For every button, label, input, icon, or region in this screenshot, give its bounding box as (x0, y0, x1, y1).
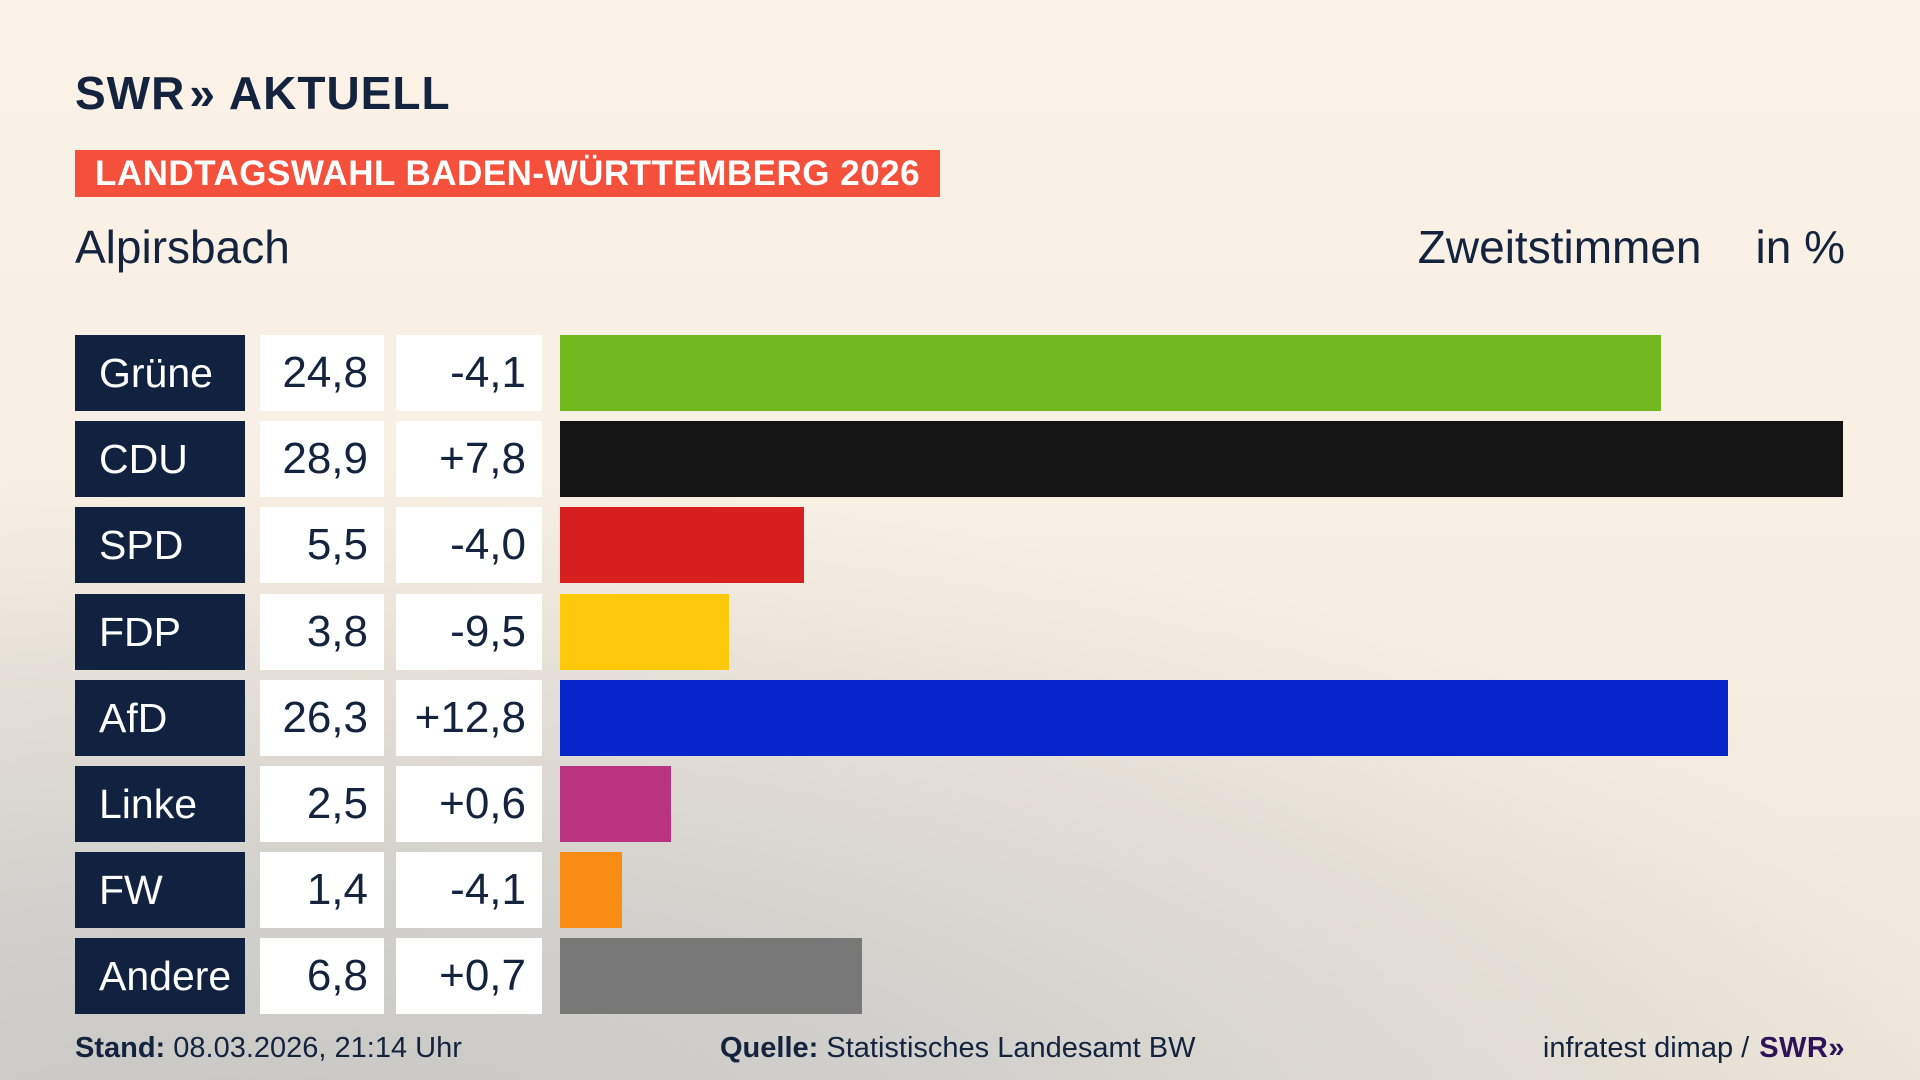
party-row-spd: SPD 5,5 -4,0 (0, 507, 1920, 583)
source-label: Quelle: (720, 1032, 819, 1064)
party-label: FDP (75, 594, 245, 670)
party-row-grne: Grüne 24,8 -4,1 (0, 335, 1920, 411)
result-bar (560, 507, 804, 583)
party-row-fdp: FDP 3,8 -9,5 (0, 594, 1920, 670)
party-diff: -4,1 (396, 335, 542, 411)
data-source: Quelle: Statistisches Landesamt BW (720, 1032, 1195, 1065)
party-row-andere: Andere 6,8 +0,7 (0, 938, 1920, 1014)
party-diff: +0,6 (396, 766, 542, 842)
party-diff: -9,5 (396, 594, 542, 670)
logo-swr-text: SWR (75, 67, 186, 119)
election-badge: LANDTAGSWAHL BADEN-WÜRTTEMBERG 2026 (75, 150, 941, 197)
party-diff: +12,8 (396, 680, 542, 756)
stand-timestamp: Stand: 08.03.2026, 21:14 Uhr (75, 1032, 462, 1065)
party-label: Grüne (75, 335, 245, 411)
measure-group: Zweitstimmen in % (1418, 220, 1845, 274)
credit-swr-logo: SWR» (1759, 1032, 1845, 1064)
party-value: 28,9 (260, 421, 384, 497)
party-label: FW (75, 852, 245, 928)
result-bar (560, 852, 622, 928)
party-label: SPD (75, 507, 245, 583)
result-bar (560, 680, 1728, 756)
party-diff: +7,8 (396, 421, 542, 497)
party-value: 1,4 (260, 852, 384, 928)
chevrons-icon: » (189, 67, 215, 119)
party-value: 3,8 (260, 594, 384, 670)
result-bar (560, 766, 671, 842)
party-value: 24,8 (260, 335, 384, 411)
party-value: 2,5 (260, 766, 384, 842)
party-label: CDU (75, 421, 245, 497)
party-value: 5,5 (260, 507, 384, 583)
result-bar (560, 421, 1843, 497)
party-row-cdu: CDU 28,9 +7,8 (0, 421, 1920, 497)
stand-label: Stand: (75, 1032, 166, 1064)
unit-label: in % (1755, 221, 1845, 273)
party-row-afd: AfD 26,3 +12,8 (0, 680, 1920, 756)
result-bar (560, 335, 1661, 411)
municipality-title: Alpirsbach (75, 221, 290, 273)
party-row-linke: Linke 2,5 +0,6 (0, 766, 1920, 842)
party-label: Linke (75, 766, 245, 842)
party-label: AfD (75, 680, 245, 756)
result-bar (560, 938, 862, 1014)
party-diff: -4,0 (396, 507, 542, 583)
title-row: Alpirsbach Zweitstimmen in % (75, 220, 1845, 274)
party-diff: +0,7 (396, 938, 542, 1014)
stand-value: 08.03.2026, 21:14 Uhr (173, 1032, 462, 1064)
measure-label: Zweitstimmen (1417, 221, 1702, 273)
party-value: 26,3 (260, 680, 384, 756)
party-diff: -4,1 (396, 852, 542, 928)
credit-text: infratest dimap / (1542, 1032, 1750, 1064)
party-label: Andere (75, 938, 245, 1014)
result-bar (560, 594, 729, 670)
logo-aktuell-text: AKTUELL (228, 67, 451, 119)
source-value: Statistisches Landesamt BW (826, 1032, 1196, 1064)
credit-line: infratest dimap / SWR» (1543, 1032, 1845, 1065)
swr-aktuell-logo: SWR» AKTUELL (75, 66, 451, 120)
party-row-fw: FW 1,4 -4,1 (0, 852, 1920, 928)
party-value: 6,8 (260, 938, 384, 1014)
